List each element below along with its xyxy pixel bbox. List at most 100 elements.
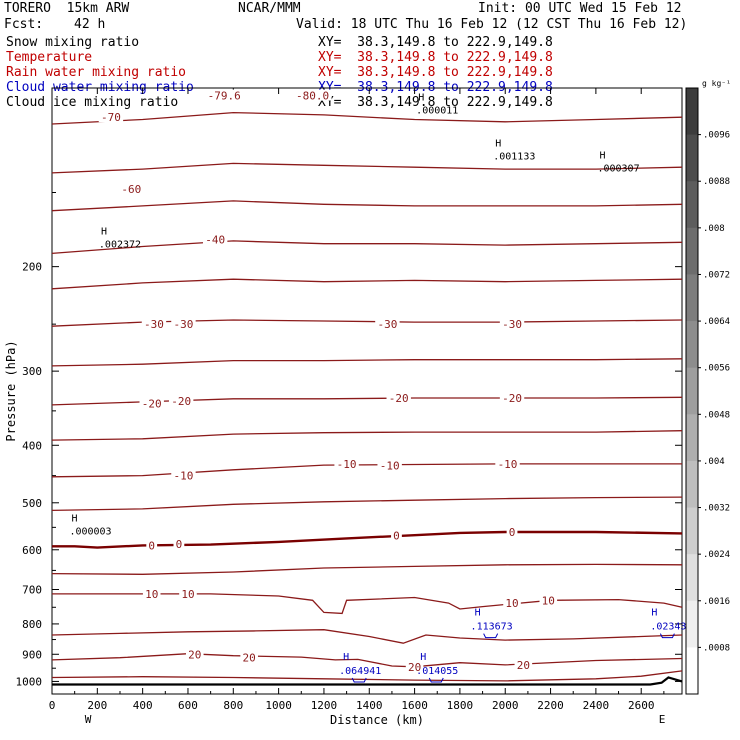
isotherm-label: 0 <box>393 530 400 543</box>
x-end-label-east: E <box>659 713 666 726</box>
isotherm-label-bg <box>495 457 520 469</box>
isotherm-label: 20 <box>517 659 530 672</box>
y-tick-label: 500 <box>22 497 42 510</box>
isotherm-line <box>51 496 683 512</box>
x-tick-label: 200 <box>87 699 107 712</box>
colorbar-unit-label: g kg⁻¹ <box>702 79 731 88</box>
isotherm-label: 0 <box>176 538 183 551</box>
isotherm-line <box>51 563 683 575</box>
isotherm-label-bg <box>98 111 124 123</box>
isotherm-label-bg <box>293 89 332 101</box>
cloud-water-contour <box>483 633 499 639</box>
cloud-water-max-value: .014055 <box>416 666 458 677</box>
y-tick-label: 800 <box>22 618 42 631</box>
x-tick-label: 2200 <box>537 699 564 712</box>
colorbar-tick-label: .0016 <box>703 597 730 607</box>
isotherm-line <box>51 162 683 174</box>
fcst-label: Fcst: <box>4 17 44 32</box>
isotherm-label: -30 <box>144 318 164 331</box>
x-tick-label: 2000 <box>492 699 519 712</box>
isotherm-label: 10 <box>542 594 555 607</box>
cloud-water-max-value: .064941 <box>339 666 381 677</box>
x-tick-label: 2400 <box>583 699 610 712</box>
isotherm-label: -10 <box>337 458 357 471</box>
center-label: NCAR/MMM <box>238 1 301 16</box>
isotherm-label: 10 <box>505 597 518 610</box>
colorbar-tick-label: .0072 <box>703 270 730 280</box>
isotherm-label: -70 <box>101 111 121 124</box>
plot-frame <box>51 87 683 695</box>
x-tick-label: 1200 <box>311 699 338 712</box>
x-tick-label: 0 <box>49 699 56 712</box>
cloud-water-contour <box>351 677 367 683</box>
isotherm-label-bg <box>168 395 194 407</box>
isotherm-label: 10 <box>181 588 194 601</box>
legend-xy: XY= 38.3,149.8 to 222.9,149.8 <box>318 50 553 65</box>
snow-high-marker: H <box>101 226 107 237</box>
isotherm-label: -40 <box>205 233 225 246</box>
legend-name: Cloud ice mixing ratio <box>6 95 179 110</box>
snow-max-value: .002372 <box>99 239 141 250</box>
x-tick-label: 1400 <box>356 699 383 712</box>
isotherm-label: 10 <box>145 588 158 601</box>
colorbar-tick-label: .0032 <box>703 504 730 514</box>
x-tick-label: 2600 <box>628 699 655 712</box>
x-tick-label: 1600 <box>401 699 428 712</box>
isotherm-label: -10 <box>380 460 400 473</box>
isotherm-label-bg <box>142 587 161 599</box>
isotherm-label: 20 <box>408 661 421 674</box>
cloud-water-contour <box>428 677 444 683</box>
isotherm-line <box>51 653 683 668</box>
valid-label: Valid: 18 UTC Thu 16 Feb 12 (12 CST Thu … <box>296 17 688 32</box>
x-tick-label: 400 <box>133 699 153 712</box>
x-end-label-west: W <box>85 713 92 726</box>
legend-xy: XY= 38.3,149.8 to 222.9,149.8 <box>318 35 553 50</box>
isotherm-line <box>52 530 683 549</box>
cloud-water-high-marker: H <box>420 652 426 663</box>
colorbar-segment <box>686 88 698 136</box>
x-tick-label: 1000 <box>265 699 292 712</box>
isotherm-line <box>51 463 682 478</box>
colorbar-tick-label: .0008 <box>703 643 730 653</box>
colorbar-tick-label: .0024 <box>703 550 730 560</box>
isotherm-label-bg <box>202 233 228 245</box>
isotherm-label: -20 <box>171 395 191 408</box>
y-tick-label: 200 <box>22 261 42 274</box>
cloud-water-high-marker: H <box>475 608 481 619</box>
isotherm-label-bg <box>405 660 424 672</box>
isotherm-label-bg <box>377 459 402 471</box>
isotherm-label-bg <box>391 529 402 541</box>
colorbar-segment <box>686 507 698 555</box>
isotherm-line <box>51 430 683 441</box>
colorbar-segment <box>686 227 698 275</box>
y-axis-label: Pressure (hPa) <box>4 340 18 441</box>
isotherm-line <box>51 629 683 644</box>
isotherm-label-bg <box>205 89 244 101</box>
y-tick-label: 300 <box>22 365 42 378</box>
fcst-value: 42 h <box>74 17 106 32</box>
snow-max-value: .000003 <box>69 526 111 537</box>
isotherm-line <box>51 111 683 125</box>
isotherm-line <box>51 200 683 212</box>
isotherm-label-bg <box>506 525 518 537</box>
snow-max-value: .000011 <box>416 105 458 116</box>
isotherm-line <box>51 358 683 367</box>
snow-high-marker: H <box>600 150 606 161</box>
cloud-water-max-value: .113673 <box>471 622 513 633</box>
colorbar-tick-label: .0088 <box>703 177 730 187</box>
isotherm-label: -79.6 <box>208 90 241 103</box>
legend-xy: XY= 38.3,149.8 to 222.9,149.8 <box>318 95 553 110</box>
isotherm-label: 20 <box>188 648 201 661</box>
cloud-water-contour <box>659 633 675 639</box>
snow-high-marker: H <box>72 513 78 524</box>
isotherm-label-bg <box>514 658 533 670</box>
colorbar-segment <box>686 367 698 415</box>
y-tick-label: 900 <box>22 648 42 661</box>
isotherm-label-bg <box>179 587 197 599</box>
isotherm-label-bg <box>499 318 525 330</box>
cloud-water-high-marker: H <box>343 652 349 663</box>
x-axis-label: Distance (km) <box>330 713 424 727</box>
isotherm-label-bg <box>171 318 196 330</box>
isotherm-label-bg <box>503 597 521 609</box>
colorbar-tick-label: .0048 <box>703 410 730 420</box>
